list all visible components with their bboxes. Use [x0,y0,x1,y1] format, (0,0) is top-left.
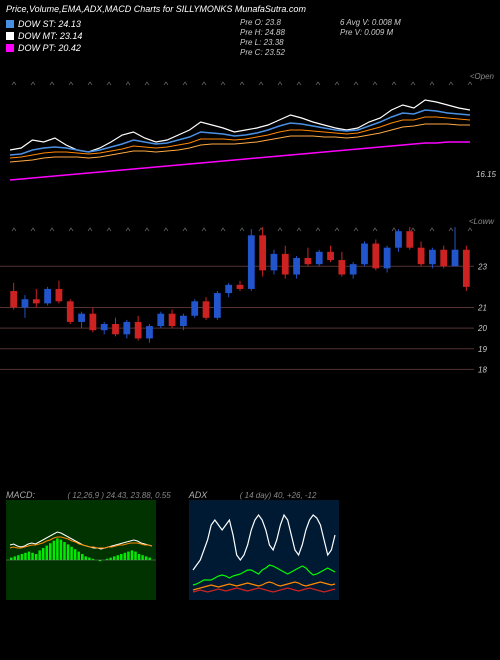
price-ema-chart: 16.15 <Open [0,80,500,210]
chart-title: Price,Volume,EMA,ADX,MACD Charts for SIL… [0,0,500,18]
svg-text:18: 18 [478,365,487,374]
adx-panel: ADX ( 14 day) 40, +26, -12 [189,490,339,610]
volume-info: 6 Avg V: 0.008 MPre V: 0.009 M [340,18,401,38]
adx-label: ADX [189,490,208,500]
price-right-label: 16.15 [476,170,496,179]
legend-block: DOW ST: 24.13DOW MT: 23.14DOW PT: 20.42 [6,18,82,54]
macd-panel: MACD: ( 12,26,9 ) 24.43, 23.88, 0.55 [6,490,171,610]
price-corner-label: <Open [470,72,494,81]
adx-sublabel: ( 14 day) 40, +26, -12 [240,491,317,500]
macd-sublabel: ( 12,26,9 ) 24.43, 23.88, 0.55 [68,491,171,500]
macd-label: MACD: [6,490,35,500]
candlestick-chart: 1819202123 <Loww [0,225,500,390]
svg-text:23: 23 [477,262,487,271]
candle-corner-label: <Loww [469,217,494,226]
svg-text:20: 20 [477,324,487,333]
ohlc-info: Pre O: 23.8Pre H: 24.88Pre L: 23.38Pre C… [240,18,285,58]
indicator-row: MACD: ( 12,26,9 ) 24.43, 23.88, 0.55 ADX… [6,490,494,610]
svg-text:19: 19 [478,345,487,354]
svg-text:21: 21 [477,304,487,313]
